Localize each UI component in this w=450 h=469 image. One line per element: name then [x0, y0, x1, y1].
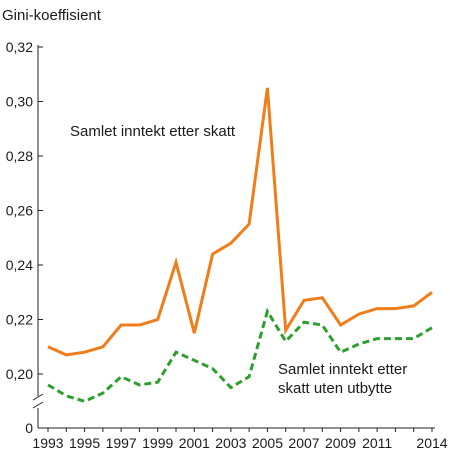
x-tick-label: 2007 — [288, 435, 319, 451]
y-axis-title: Gini-koeffisient — [2, 7, 102, 24]
x-axis: 1993 1995 1997 1999 2001 2003 2005 2007 2009 2011… — [32, 427, 448, 451]
y-tick-label: 0,22 — [6, 312, 33, 328]
axis-break-mark — [32, 393, 44, 401]
series-label-etter-skatt: Samlet inntekt etter skatt — [70, 123, 236, 140]
y-tick-label: 0,24 — [6, 257, 33, 273]
x-tick-label: 1993 — [32, 435, 63, 451]
x-tick-label: 2011 — [362, 435, 392, 451]
x-tick-label: 2009 — [325, 435, 356, 451]
x-tick-label: 2005 — [252, 435, 283, 451]
y-tick-label: 0,26 — [6, 203, 33, 219]
y-tick-label: 0 — [25, 420, 33, 436]
series-label-uten-utbytte: skatt uten utbytte — [278, 380, 392, 397]
x-tick-label: 2003 — [215, 435, 246, 451]
y-tick-label: 0,30 — [6, 94, 33, 110]
y-tick-label: 0,32 — [6, 39, 33, 55]
y-tick-label: 0,20 — [6, 366, 33, 382]
x-tick-label: 1995 — [69, 435, 100, 451]
axis-break-mark — [32, 401, 44, 409]
x-tick-label: 1999 — [142, 435, 173, 451]
x-tick-label: 1997 — [106, 435, 137, 451]
x-tick-label: 2001 — [179, 435, 210, 451]
series-layer — [47, 87, 433, 403]
series-line-etter-skatt — [47, 87, 433, 357]
series-line-uten-utbytte — [47, 307, 433, 403]
y-tick-label: 0,28 — [6, 148, 33, 164]
series-label-uten-utbytte: Samlet inntekt etter — [278, 361, 407, 378]
x-tick-label: 2014 — [416, 435, 447, 451]
series-labels: Samlet inntekt etter skatt Samlet inntekt… — [70, 123, 407, 397]
y-axis: 0 0,20 0,22 0,24 0,26 0,28 0,30 0,32 — [6, 39, 44, 436]
